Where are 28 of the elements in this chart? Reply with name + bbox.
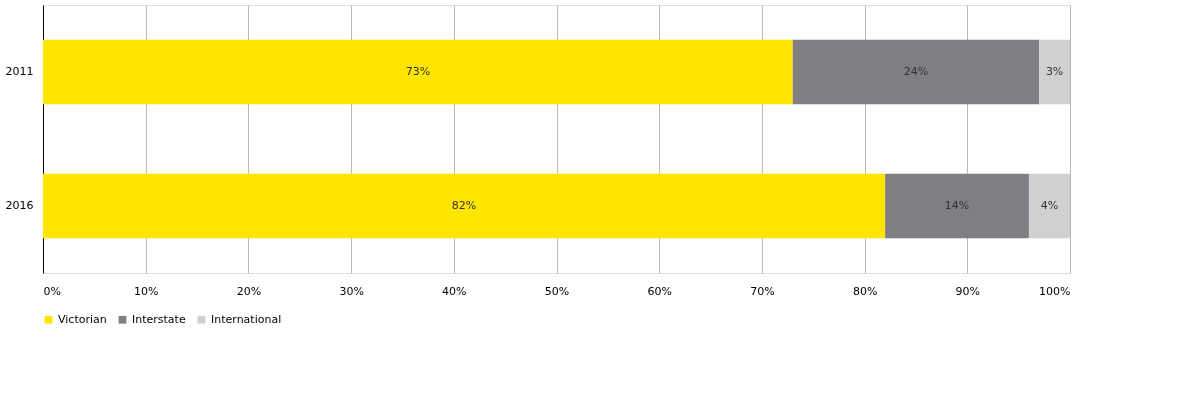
x-tick-label: 40% <box>442 284 467 298</box>
legend-label: Interstate <box>132 312 186 326</box>
x-tick-label: 90% <box>955 284 981 298</box>
x-tick-label: 100% <box>1039 284 1071 298</box>
x-tick-label: 70% <box>750 284 775 298</box>
x-tick-label: 10% <box>133 284 159 298</box>
y-tick-label: 2011 <box>5 65 34 78</box>
data-label: 4% <box>1040 199 1059 212</box>
x-tick-label: 80% <box>852 284 878 298</box>
x-tick-label: 20% <box>236 284 262 298</box>
bar <box>1039 39 1070 105</box>
bar <box>1028 173 1070 239</box>
y-tick-label: 2016 <box>5 199 34 212</box>
x-tick-label: 50% <box>544 284 570 298</box>
data-label: 14% <box>944 199 970 212</box>
data-label: 3% <box>1045 65 1064 78</box>
bar <box>43 173 886 239</box>
data-label: 73% <box>405 65 431 78</box>
bar <box>885 173 1029 239</box>
bar <box>792 39 1040 105</box>
bar <box>43 39 793 105</box>
legend-label: Victorian <box>58 312 107 326</box>
data-label: 24% <box>903 65 929 78</box>
x-tick-label: 0% <box>43 284 61 298</box>
x-tick-label: 30% <box>339 284 364 298</box>
data-label: 82% <box>451 199 477 212</box>
legend-label: International <box>211 312 282 326</box>
x-tick-label: 60% <box>647 284 672 298</box>
